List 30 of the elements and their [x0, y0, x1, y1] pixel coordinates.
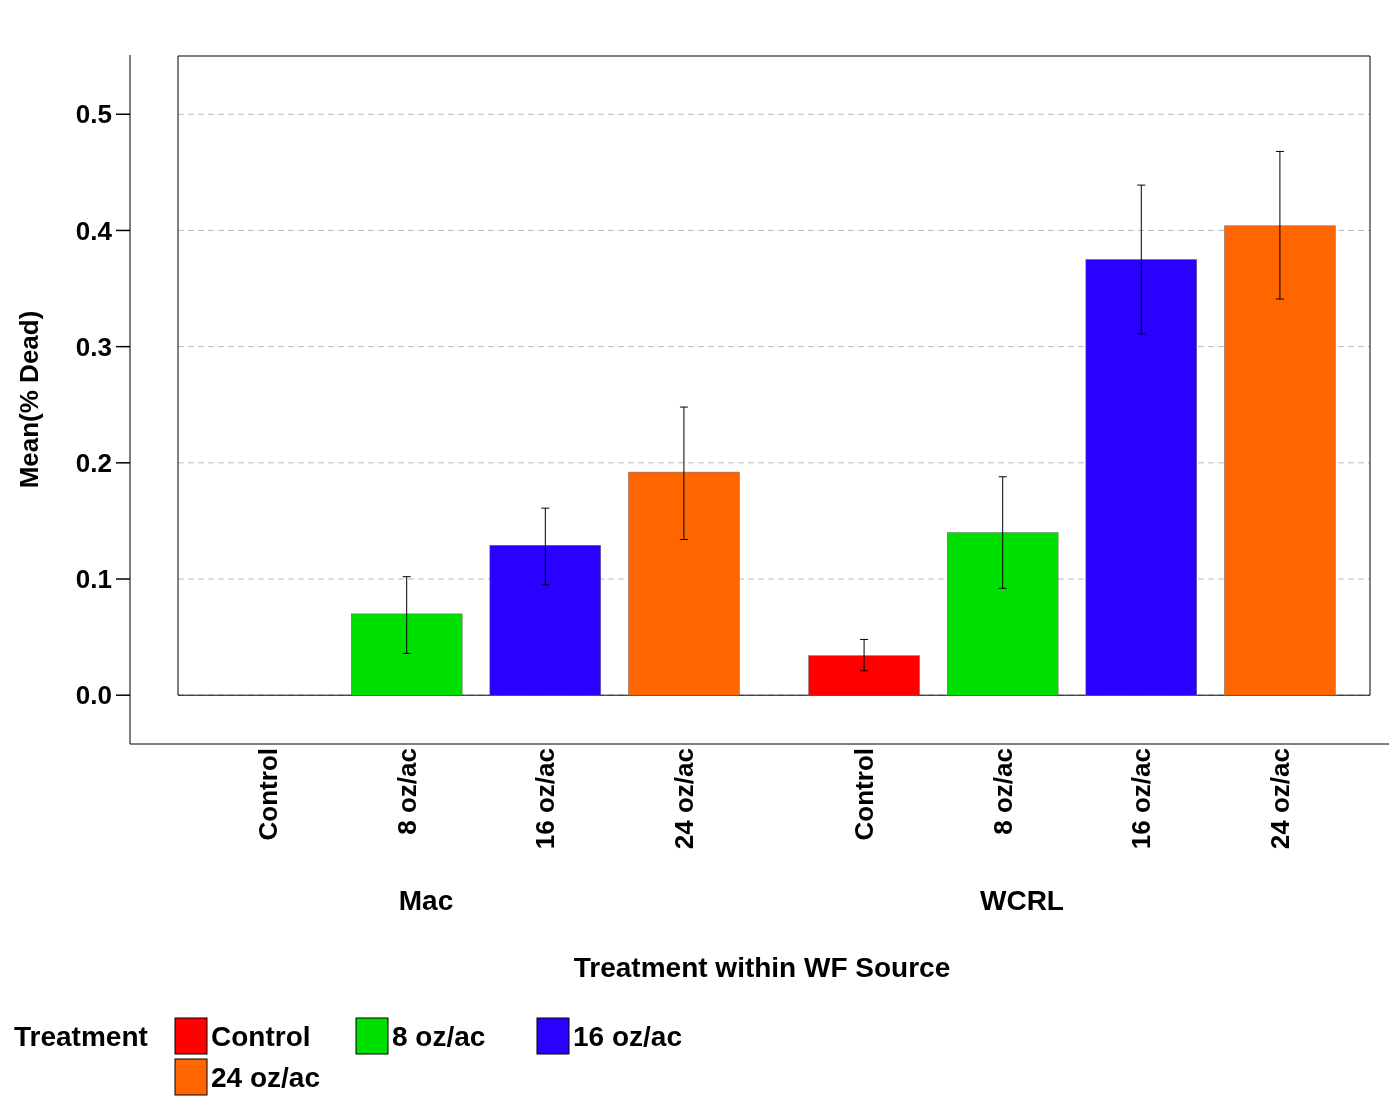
y-tick-label: 0.5 — [75, 99, 112, 130]
bar — [351, 613, 463, 696]
text: Control — [253, 748, 284, 841]
bar — [947, 532, 1059, 696]
y-axis-title: Mean(% Dead) — [14, 310, 44, 489]
y-tick-label: 0.1 — [75, 564, 112, 595]
bar — [1224, 225, 1336, 696]
text: 16 oz/ac — [1126, 748, 1157, 850]
bar — [1085, 259, 1197, 696]
y-tick-label: 0.4 — [75, 215, 113, 246]
legend-label: 24 oz/ac — [211, 1061, 320, 1093]
x-tick-label: Mac — [398, 885, 454, 916]
text: 8 oz/ac — [987, 748, 1018, 835]
x-tick-label: WCRL — [980, 885, 1064, 916]
text: 8 oz/ac — [391, 748, 422, 835]
text: 16 oz/ac — [530, 748, 561, 850]
y-tick-label: 0.0 — [75, 680, 112, 711]
bar — [628, 471, 740, 696]
text: 24 oz/ac — [1265, 748, 1296, 850]
y-tick-label: 0.2 — [75, 447, 112, 478]
bar — [489, 545, 601, 696]
legend-label: Control — [211, 1020, 311, 1052]
legend-label: 16 oz/ac — [573, 1020, 682, 1052]
text: 24 oz/ac — [669, 748, 700, 850]
text: Control — [849, 748, 880, 841]
legend-title: Treatment — [14, 1020, 148, 1052]
x-axis-title: Treatment within WF Source — [573, 952, 951, 983]
legend-label: 8 oz/ac — [392, 1020, 486, 1052]
y-tick-label: 0.3 — [75, 331, 112, 362]
bar — [808, 655, 920, 696]
